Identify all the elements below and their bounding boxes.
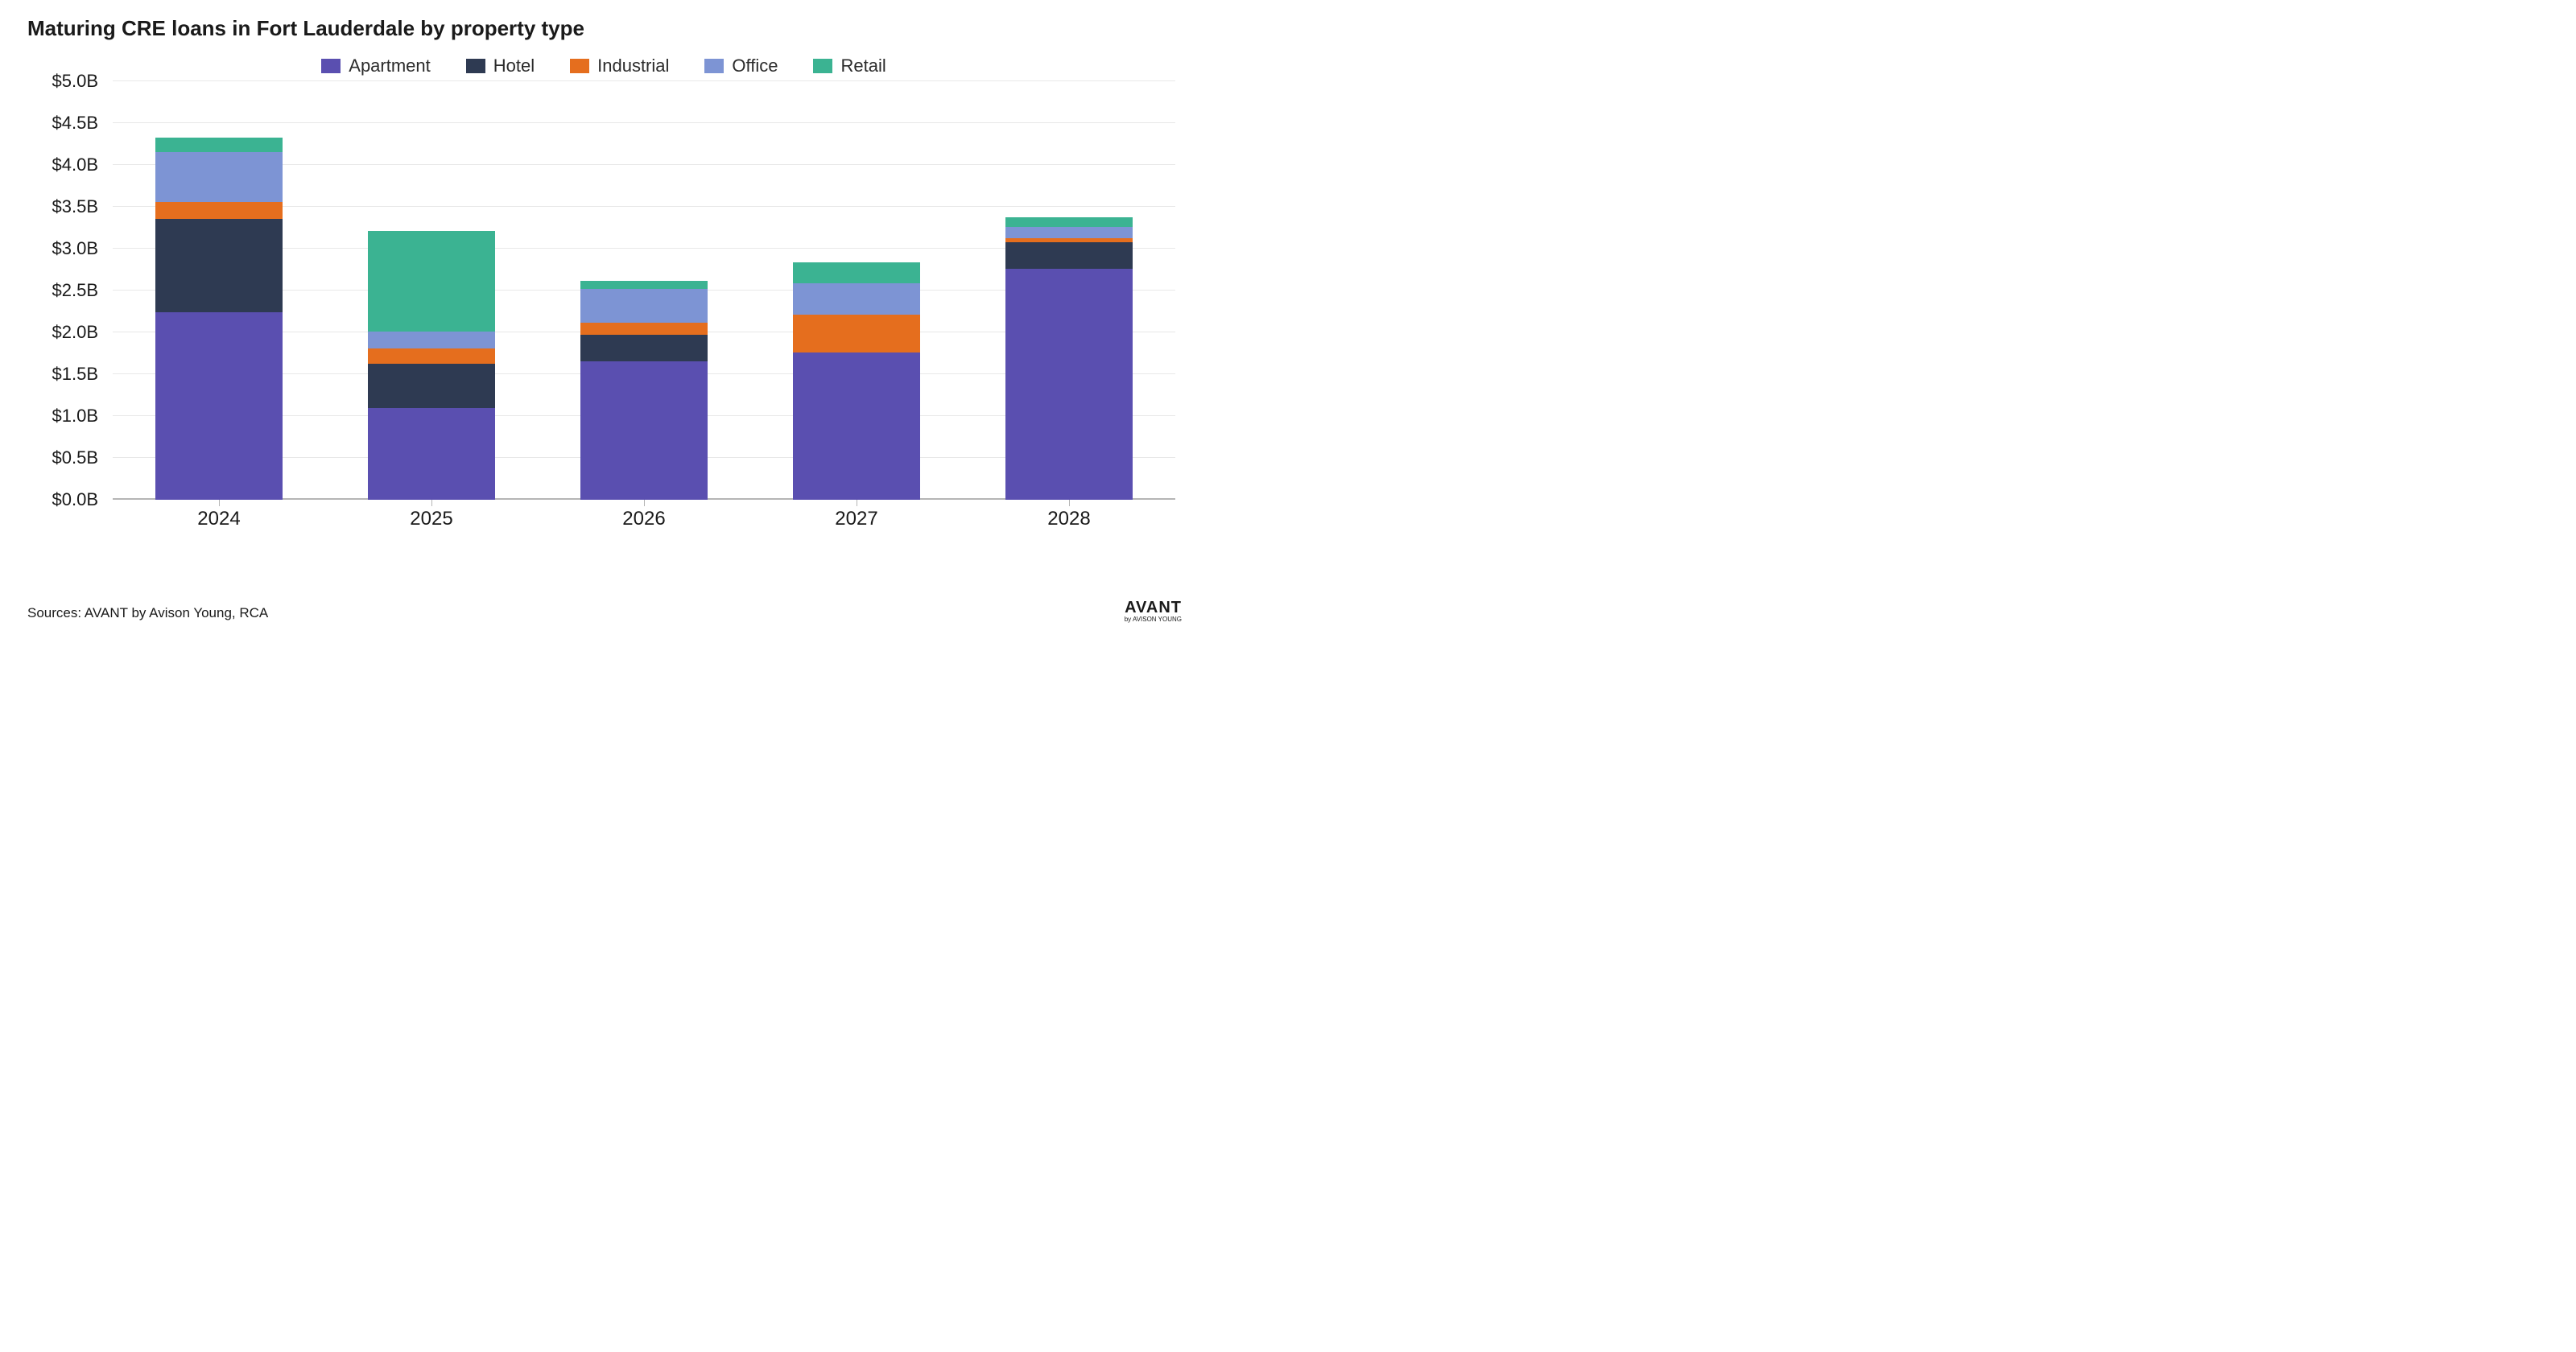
segment-apartment [1005,269,1133,500]
y-tick-label: $1.5B [52,364,99,385]
y-tick-label: $0.5B [52,447,99,468]
chart-title: Maturing CRE loans in Fort Lauderdale by… [27,16,1183,41]
legend-swatch [704,59,724,73]
segment-apartment [368,408,495,500]
gridline [113,122,1175,123]
segment-industrial [580,323,708,336]
bar-2024 [155,138,283,500]
legend-label: Apartment [349,56,431,76]
y-tick-label: $0.0B [52,489,99,510]
logo-sub-text: by AVISON YOUNG [1125,616,1182,623]
segment-office [793,283,920,315]
legend-swatch [321,59,341,73]
x-tick-label: 2026 [622,508,665,530]
segment-office [368,332,495,348]
segment-industrial [155,202,283,219]
chart-container: Maturing CRE loans in Fort Lauderdale by… [0,0,1208,634]
legend-label: Industrial [597,56,669,76]
y-tick-label: $2.0B [52,322,99,343]
legend-item-apartment: Apartment [321,56,431,76]
segment-apartment [155,312,283,500]
legend-item-industrial: Industrial [570,56,669,76]
bar-2027 [793,262,920,500]
x-tick-label: 2024 [197,508,240,530]
segment-apartment [793,352,920,500]
y-tick-label: $3.0B [52,238,99,259]
segment-retail [580,281,708,289]
segment-hotel [580,335,708,361]
x-axis-labels: 2024 2025 2026 2027 2028 [113,503,1175,532]
y-axis-labels: $0.0B $0.5B $1.0B $1.5B $2.0B $2.5B $3.0B $3.5B… [24,81,105,508]
segment-industrial [368,348,495,364]
legend-item-hotel: Hotel [466,56,535,76]
y-tick-label: $4.0B [52,155,99,175]
segment-hotel [1005,242,1133,269]
y-tick-label: $4.5B [52,113,99,134]
legend-swatch [570,59,589,73]
legend-swatch [813,59,832,73]
bar-2028 [1005,217,1133,500]
plot-region [113,81,1175,500]
segment-office [155,152,283,201]
x-tick-label: 2027 [835,508,877,530]
y-tick-label: $1.0B [52,406,99,427]
y-tick-label: $2.5B [52,280,99,301]
avant-logo: AVANT by AVISON YOUNG [1125,600,1182,623]
bar-2026 [580,281,708,500]
segment-industrial [793,315,920,352]
legend-label: Office [732,56,778,76]
legend-swatch [466,59,485,73]
chart-area: $0.0B $0.5B $1.0B $1.5B $2.0B $2.5B $3.0B $3.5B… [24,81,1183,532]
segment-office [1005,227,1133,238]
x-tick-label: 2028 [1047,508,1090,530]
segment-retail [793,262,920,283]
segment-retail [1005,217,1133,227]
segment-retail [368,231,495,332]
segment-retail [155,138,283,153]
logo-main-text: AVANT [1125,600,1182,616]
bar-2025 [368,231,495,500]
segment-hotel [368,364,495,408]
legend-label: Retail [840,56,886,76]
legend-item-retail: Retail [813,56,886,76]
segment-apartment [580,361,708,500]
sources-text: Sources: AVANT by Avison Young, RCA [27,605,268,621]
y-tick-label: $3.5B [52,196,99,217]
legend-item-office: Office [704,56,778,76]
legend-label: Hotel [493,56,535,76]
legend: Apartment Hotel Industrial Office Retail [24,56,1183,76]
gridline [113,80,1175,81]
y-tick-label: $5.0B [52,71,99,92]
x-tick-label: 2025 [410,508,452,530]
segment-hotel [155,219,283,312]
segment-office [580,289,708,323]
